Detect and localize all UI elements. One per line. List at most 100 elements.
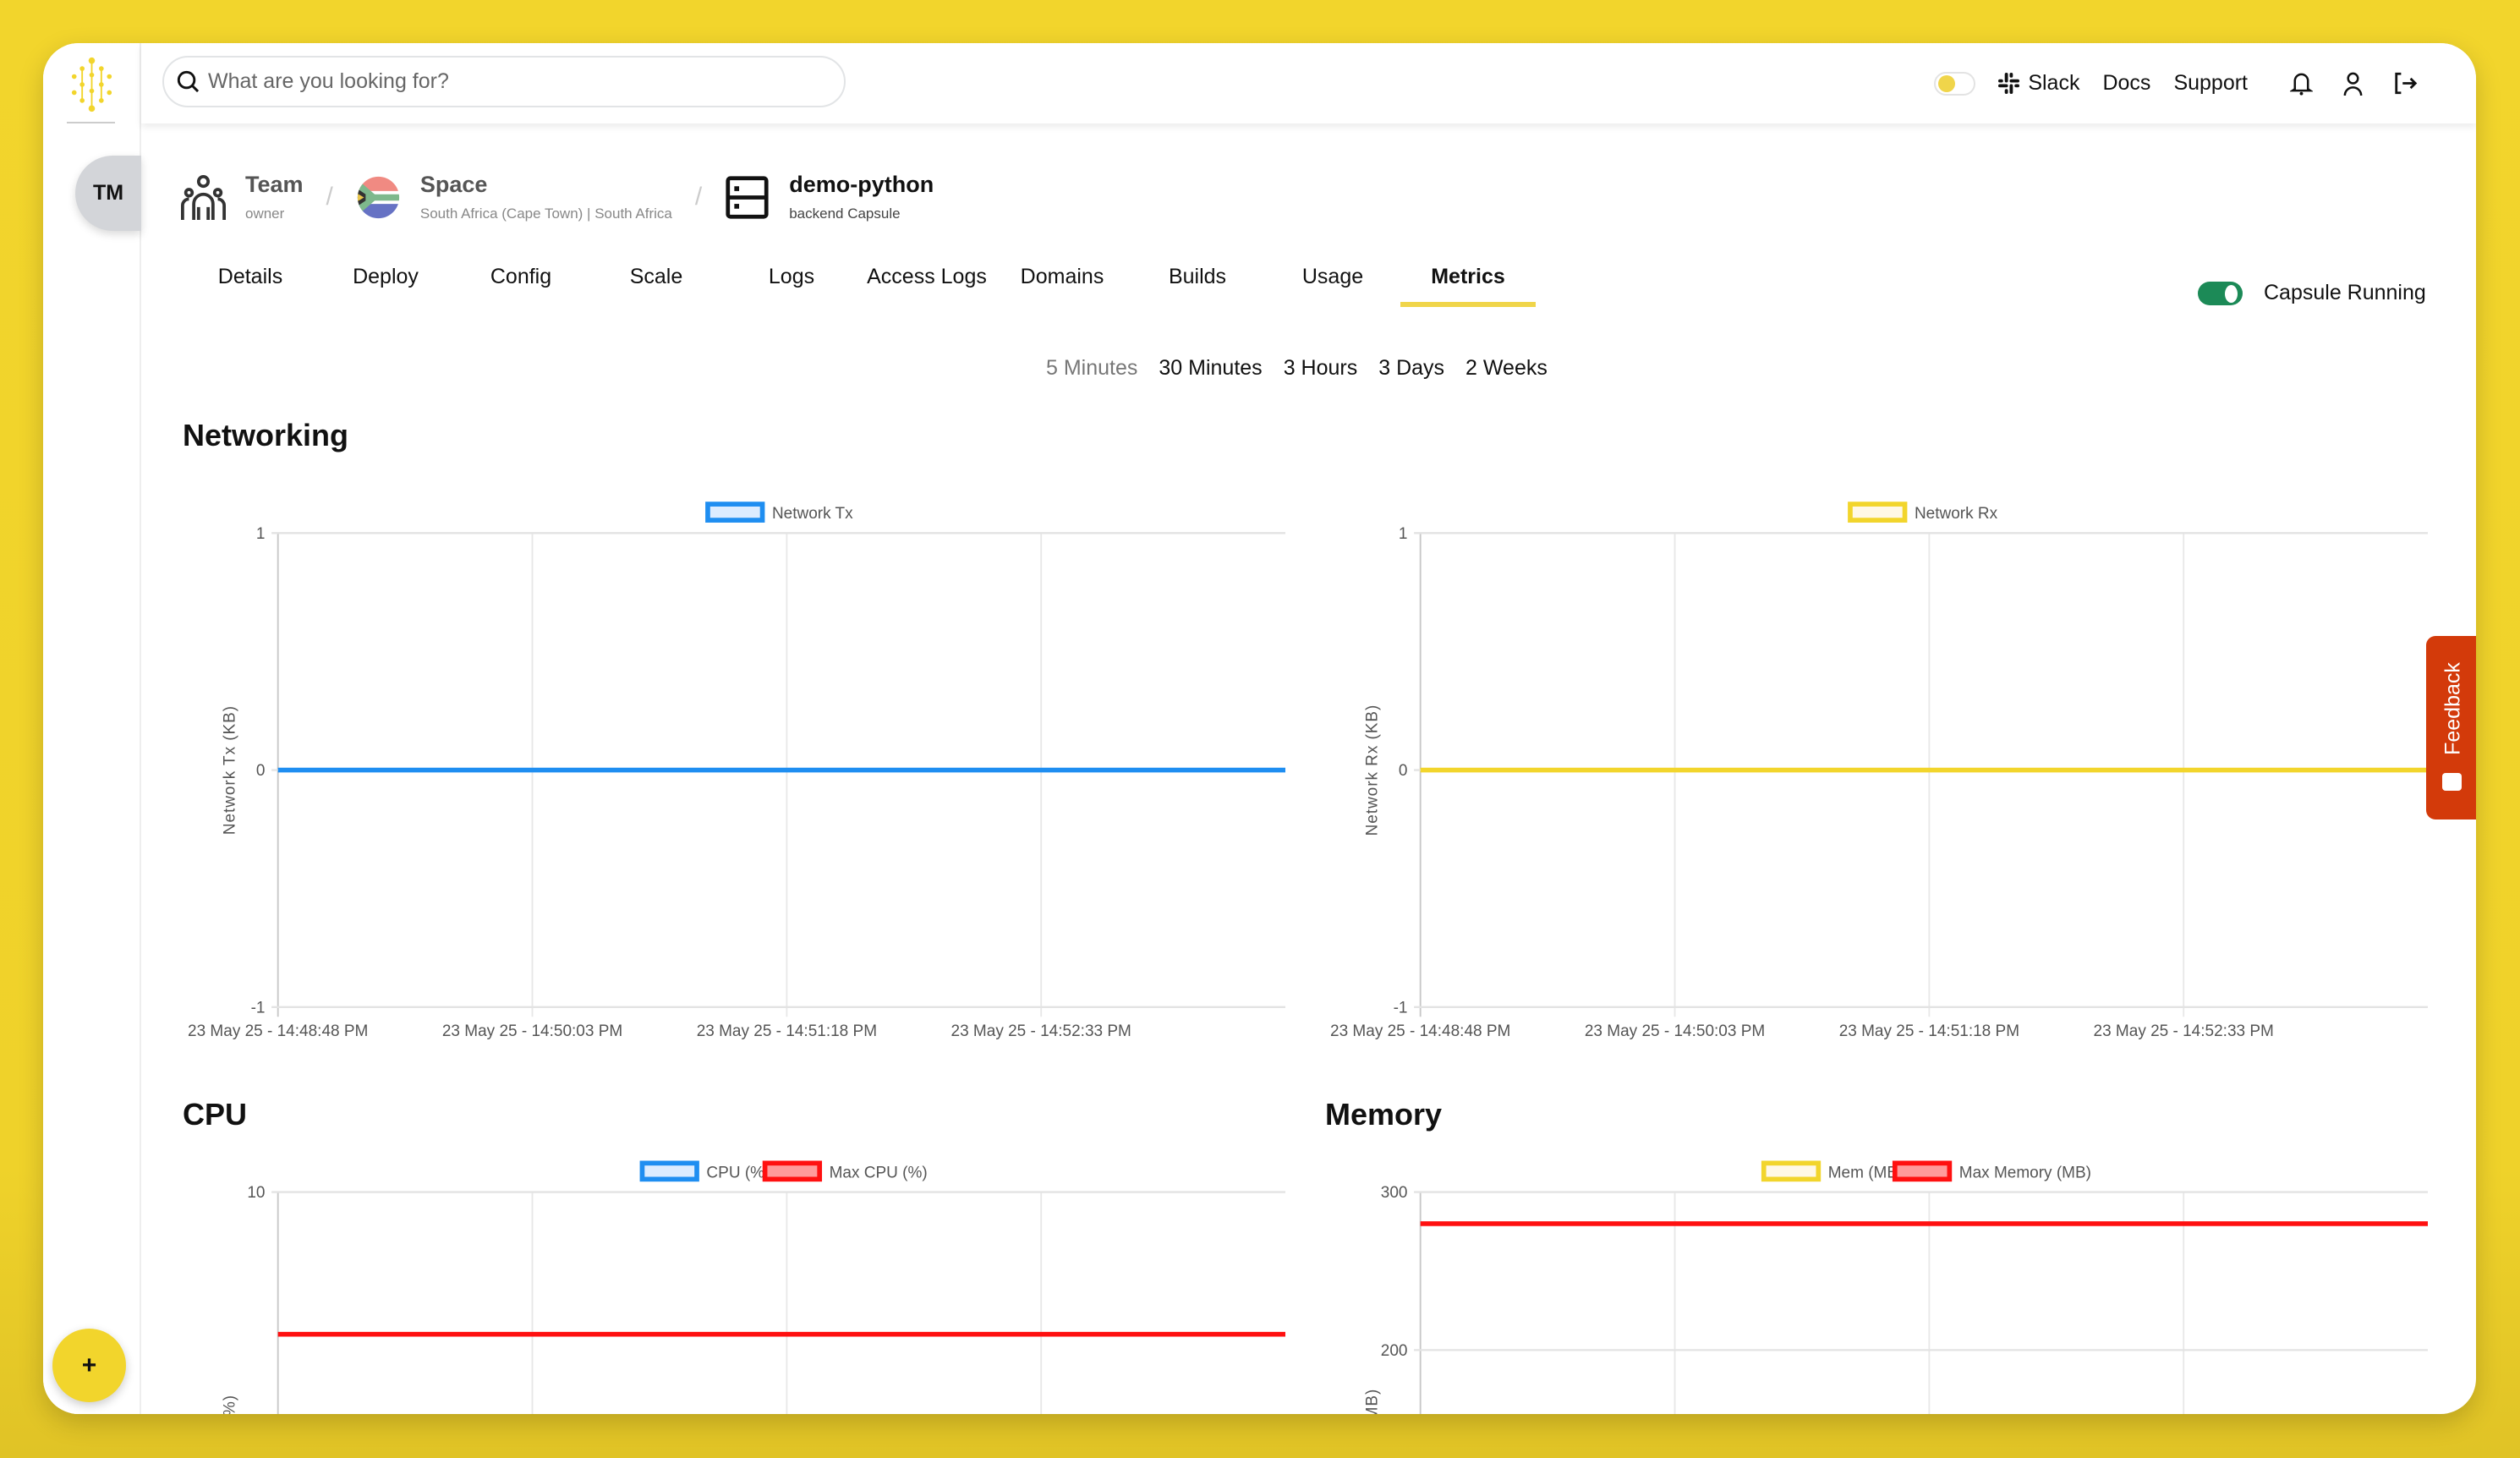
x-tick-label: 23 May 25 - 14:52:33 PM — [2094, 1022, 2274, 1040]
y-tick-label: -1 — [1394, 999, 1408, 1017]
legend-swatch — [1892, 1160, 1953, 1182]
y-tick-label: 1 — [256, 525, 266, 543]
tab-scale[interactable]: Scale — [629, 265, 683, 288]
feedback-button[interactable]: Feedback — [2426, 636, 2476, 819]
cpu-heading: CPU — [183, 1097, 248, 1132]
sidebar: TM + — [43, 43, 141, 1414]
x-tick-label: 23 May 25 - 14:48:48 PM — [188, 1022, 368, 1040]
tab-usage[interactable]: Usage — [1301, 265, 1364, 288]
memory-chart: 300 200 Mem (MB) Mem (MB) Max Memory (MB) — [1363, 1160, 2428, 1414]
range-30-minutes[interactable]: 30 Minutes — [1159, 356, 1263, 380]
x-tick-label: 23 May 25 - 14:51:18 PM — [697, 1022, 877, 1040]
tab-domains[interactable]: Domains — [1020, 265, 1104, 288]
x-tick-label: 23 May 25 - 14:52:33 PM — [951, 1022, 1131, 1040]
add-button[interactable]: + — [52, 1329, 126, 1402]
app-window: TM + Slack Docs Support Team owner / — [43, 43, 2476, 1414]
x-tick-label: 23 May 25 - 14:51:18 PM — [1839, 1022, 2019, 1040]
y-tick-label: 1 — [1399, 525, 1408, 543]
user-icon[interactable] — [2342, 71, 2364, 96]
team-title: Team — [245, 172, 304, 197]
legend-swatch — [705, 502, 765, 523]
y-axis-label: CPU (%) — [221, 1395, 238, 1414]
top-bar: Slack Docs Support — [141, 43, 2476, 123]
y-axis-label: Network Tx (KB) — [221, 705, 238, 835]
team-switcher[interactable]: TM — [75, 156, 141, 231]
docs-label: Docs — [2102, 71, 2151, 95]
y-tick-label: 10 — [247, 1184, 265, 1202]
tab-metrics[interactable]: Metrics — [1400, 265, 1536, 307]
sidebar-divider — [67, 122, 115, 123]
smiley-icon — [2442, 773, 2462, 791]
legend-swatch — [1848, 502, 1908, 523]
slack-icon — [1998, 73, 2020, 94]
tab-config[interactable]: Config — [490, 265, 552, 288]
tab-bar: Details Deploy Config Scale Logs Access … — [183, 265, 1536, 307]
network-tx-chart: 1 0 -1 23 May 25 - 14:48:48 PM 23 May 25 - 1… — [188, 502, 1285, 1040]
range-5-minutes[interactable]: 5 Minutes — [1046, 356, 1138, 380]
legend-label: Network Tx — [772, 505, 853, 523]
legend-swatch — [762, 1160, 823, 1182]
y-axis-label: Network Rx (KB) — [1363, 704, 1381, 836]
x-tick-label: 23 May 25 - 14:50:03 PM — [1585, 1022, 1765, 1040]
legend-swatch — [639, 1160, 699, 1182]
y-tick-label: -1 — [251, 999, 266, 1017]
y-tick-label: 300 — [1381, 1184, 1408, 1202]
breadcrumb-team[interactable]: Team owner — [181, 172, 304, 222]
network-rx-chart: 1 0 -1 23 May 25 - 14:48:48 PM 23 May 25 - 1… — [1330, 502, 2428, 1040]
breadcrumb-space[interactable]: Space South Africa (Cape Town) | South Af… — [356, 172, 672, 222]
logo-icon[interactable] — [66, 56, 118, 113]
space-title: Space — [419, 172, 488, 197]
range-3-days[interactable]: 3 Days — [1378, 356, 1445, 380]
breadcrumb: Team owner / Space South Africa (Cape Town… — [181, 172, 934, 222]
space-region: South Africa (Cape Town) | South Africa — [419, 206, 672, 222]
legend-label: Max Memory (MB) — [1959, 1164, 2091, 1181]
cpu-chart: 10 CPU (%) CPU (%) Max CPU (%) — [221, 1160, 1285, 1414]
breadcrumb-capsule[interactable]: demo-python backend Capsule — [725, 172, 934, 222]
team-role: owner — [245, 206, 285, 222]
tab-access-logs[interactable]: Access Logs — [867, 265, 987, 288]
capsule-type: backend Capsule — [789, 206, 901, 222]
theme-toggle[interactable] — [1934, 71, 1976, 96]
breadcrumb-separator: / — [326, 183, 333, 211]
legend-swatch — [1761, 1160, 1822, 1182]
legend-label: Network Rx — [1915, 505, 1998, 523]
team-icon — [181, 174, 226, 220]
south-africa-flag-icon — [357, 176, 399, 218]
breadcrumb-separator: / — [694, 183, 703, 211]
range-2-weeks[interactable]: 2 Weeks — [1465, 356, 1548, 380]
capsule-title: demo-python — [789, 172, 934, 197]
server-icon — [726, 175, 769, 219]
team-initials: TM — [92, 181, 124, 205]
y-tick-label: 200 — [1381, 1342, 1408, 1360]
support-link[interactable]: Support — [2173, 71, 2248, 96]
docs-link[interactable]: Docs — [2102, 71, 2150, 96]
capsule-status-label: Capsule Running — [2264, 281, 2426, 304]
tab-details[interactable]: Details — [217, 265, 283, 288]
tab-logs[interactable]: Logs — [768, 265, 815, 288]
search-input[interactable] — [206, 69, 819, 95]
slack-link[interactable]: Slack — [1998, 71, 2079, 96]
legend-label: Mem (MB) — [1828, 1164, 1904, 1181]
support-label: Support — [2173, 71, 2248, 95]
legend-label: CPU (%) — [706, 1164, 770, 1181]
y-axis-label: Mem (MB) — [1363, 1389, 1381, 1414]
plus-icon: + — [81, 1351, 97, 1379]
y-tick-label: 0 — [256, 762, 266, 780]
x-tick-label: 23 May 25 - 14:50:03 PM — [442, 1022, 622, 1040]
tab-deploy[interactable]: Deploy — [353, 265, 419, 288]
search-box[interactable] — [162, 56, 846, 107]
slack-label: Slack — [2028, 71, 2080, 95]
time-range-selector: 5 Minutes 30 Minutes 3 Hours 3 Days 2 We… — [1046, 356, 1548, 381]
capsule-running-toggle[interactable] — [2198, 281, 2243, 305]
bell-icon[interactable] — [2290, 71, 2313, 96]
legend-label: Max CPU (%) — [830, 1164, 928, 1181]
feedback-label: Feedback — [2441, 662, 2465, 755]
x-tick-label: 23 May 25 - 14:48:48 PM — [1330, 1022, 1510, 1040]
search-icon — [177, 70, 200, 93]
logout-icon[interactable] — [2393, 72, 2419, 95]
capsule-status: Capsule Running — [2198, 281, 2426, 305]
y-tick-label: 0 — [1399, 762, 1408, 780]
networking-heading: Networking — [183, 418, 349, 452]
tab-builds[interactable]: Builds — [1168, 265, 1227, 288]
range-3-hours[interactable]: 3 Hours — [1283, 356, 1358, 380]
